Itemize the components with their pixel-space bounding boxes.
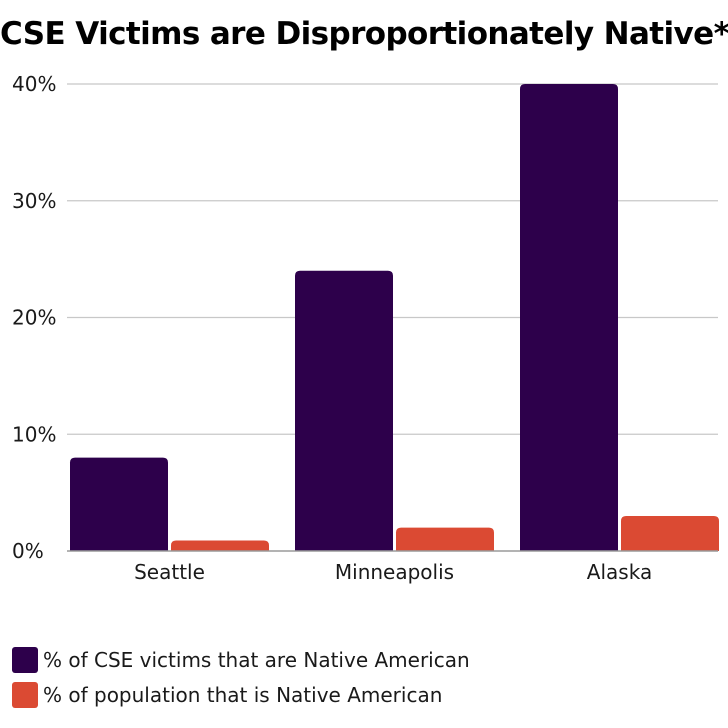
y-tick-label: 30% [12, 189, 56, 213]
x-tick-label: Minneapolis [335, 560, 454, 584]
bar-series-1-seattle [70, 457, 168, 551]
y-tick-label: 20% [12, 306, 56, 330]
legend-swatch-series-1 [12, 647, 38, 673]
y-tick-label: 10% [12, 422, 56, 446]
bar-series-2-seattle [171, 540, 269, 551]
legend-item-series-2: % of population that is Native American [12, 682, 442, 708]
bar-series-1-minneapolis [295, 270, 393, 551]
legend-item-series-1: % of CSE victims that are Native America… [12, 647, 470, 673]
chart-title: CSE Victims are Disproportionately Nativ… [0, 16, 728, 52]
y-tick-label: 0% [12, 539, 44, 563]
bar-series-2-minneapolis [396, 527, 494, 551]
legend-label-series-2: % of population that is Native American [43, 683, 443, 707]
x-tick-label: Seattle [134, 560, 205, 584]
x-tick-label: Alaska [587, 560, 652, 584]
bar-series-2-alaska [621, 515, 719, 551]
legend-label-series-1: % of CSE victims that are Native America… [43, 648, 470, 672]
y-tick-label: 40% [12, 72, 56, 96]
legend-swatch-series-2 [12, 682, 38, 708]
bar-series-1-alaska [520, 84, 618, 551]
